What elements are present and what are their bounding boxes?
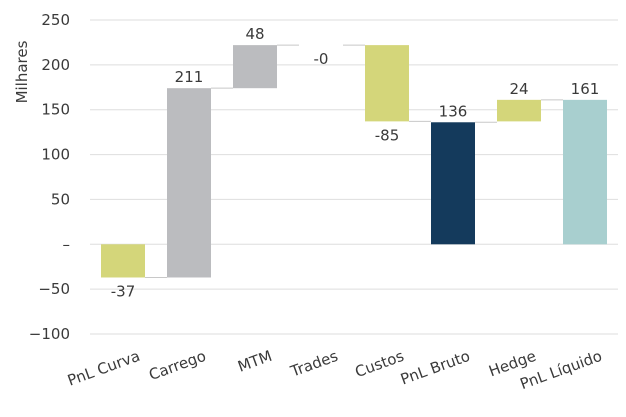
category-label: Custos bbox=[353, 347, 407, 381]
y-tick-label: – bbox=[63, 235, 71, 253]
data-label: -37 bbox=[111, 282, 136, 300]
data-label: 211 bbox=[175, 68, 204, 86]
y-axis-ticks: 250 200 150 100 50 – −50 −100 bbox=[29, 11, 70, 343]
y-tick-label: 50 bbox=[51, 190, 70, 208]
category-label: MTM bbox=[235, 347, 274, 376]
y-tick-label: 250 bbox=[41, 11, 70, 29]
bars bbox=[101, 45, 607, 278]
category-label: Carrego bbox=[146, 347, 208, 384]
data-label: -85 bbox=[375, 126, 400, 144]
data-label: -0 bbox=[314, 50, 329, 68]
category-label: PnL Curva bbox=[65, 347, 142, 390]
data-labels: -37 211 48 -0 -85 136 24 161 bbox=[111, 25, 600, 300]
category-label: Trades bbox=[287, 347, 340, 381]
y-tick-label: −100 bbox=[29, 325, 70, 343]
y-tick-label: 200 bbox=[41, 56, 70, 74]
y-tick-label: −50 bbox=[38, 280, 70, 298]
data-label: 136 bbox=[439, 102, 468, 120]
bar-6 bbox=[431, 122, 475, 245]
y-axis-label: Milhares bbox=[13, 40, 31, 103]
data-label: 48 bbox=[245, 25, 264, 43]
y-tick-label: 100 bbox=[41, 146, 70, 164]
data-label: 24 bbox=[509, 80, 528, 98]
bar-2 bbox=[167, 88, 211, 278]
connector-lines bbox=[145, 44, 563, 278]
y-tick-label: 150 bbox=[41, 101, 70, 119]
category-label: PnL Bruto bbox=[398, 347, 472, 389]
bar-1 bbox=[101, 244, 145, 278]
bar-3 bbox=[233, 45, 277, 89]
data-label: 161 bbox=[571, 80, 600, 98]
bar-5 bbox=[365, 45, 409, 122]
bar-8 bbox=[563, 99, 607, 245]
bar-7 bbox=[497, 99, 541, 122]
